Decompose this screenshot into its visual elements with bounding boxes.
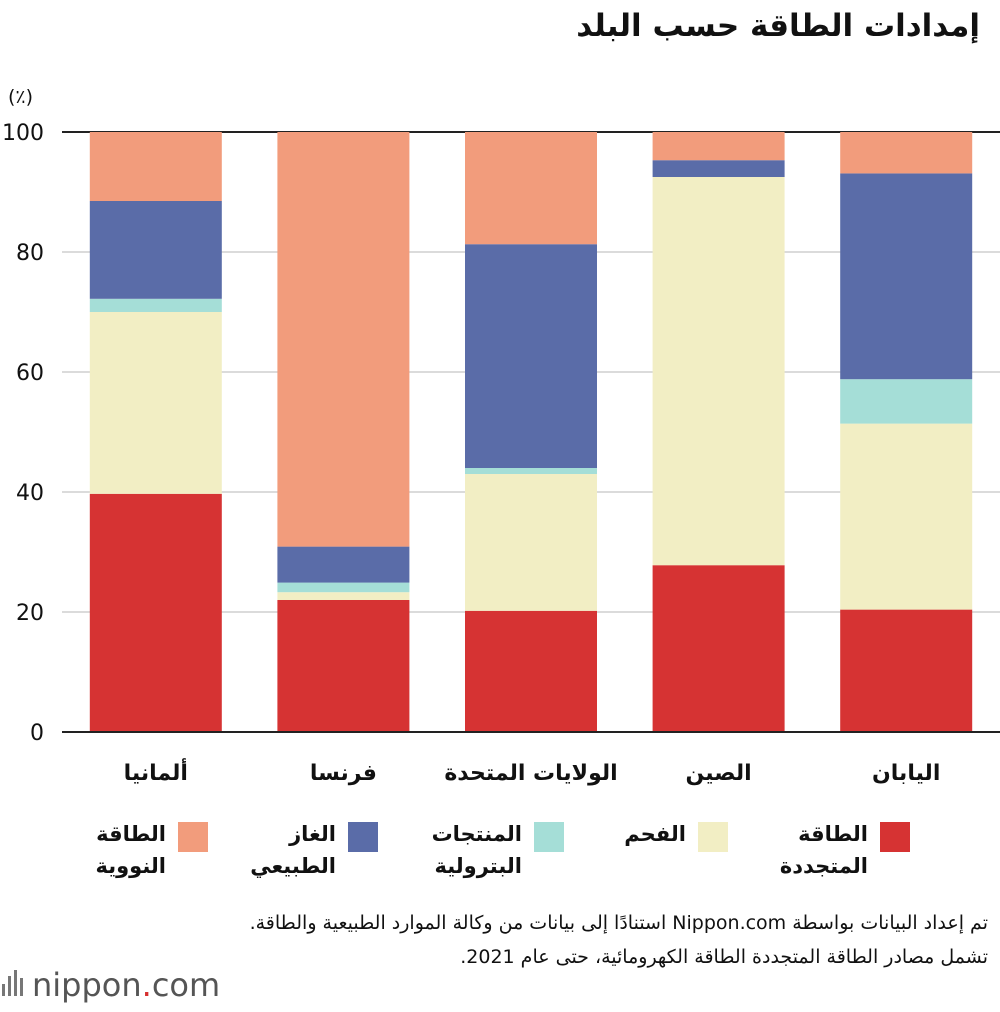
- bar-segment-1-0: [277, 600, 410, 732]
- bar-segment-3-1: [652, 177, 785, 566]
- bar-segment-4-2: [840, 379, 973, 424]
- legend-label-gas: الغاز الطبيعي: [250, 822, 336, 878]
- legend-label-renewable: الطاقة المتجددة: [779, 822, 868, 878]
- legend-swatch-gas: [348, 822, 378, 852]
- y-tick-label-100: 100: [2, 121, 44, 146]
- bar-segment-0-1: [89, 312, 222, 494]
- bar-segment-2-1: [465, 474, 597, 611]
- bar-segment-0-3: [89, 201, 222, 299]
- x-tick-label-0: ألمانيا: [124, 757, 188, 786]
- logo-name: nippon: [32, 966, 142, 1004]
- bar-segment-4-4: [840, 132, 973, 174]
- logo-dot: .: [141, 966, 152, 1004]
- bar-segment-4-3: [840, 173, 973, 380]
- y-tick-label-20: 20: [16, 601, 44, 626]
- y-tick-label-0: 0: [30, 721, 44, 746]
- bar-segment-0-2: [89, 298, 222, 312]
- bar-segment-1-1: [277, 592, 410, 600]
- y-tick-label-40: 40: [16, 481, 44, 506]
- legend-item-renewable: الطاقة المتجددة: [780, 818, 910, 882]
- bar-segment-2-4: [465, 132, 597, 245]
- legend-item-petroleum: المنتجات البترولية: [432, 818, 564, 882]
- bar-segment-1-3: [277, 546, 410, 583]
- y-axis-unit: (٪): [8, 86, 34, 108]
- legend-swatch-petroleum: [534, 822, 564, 852]
- legend-swatch-coal: [698, 822, 728, 852]
- y-tick-label-80: 80: [16, 241, 44, 266]
- logo-tld: com: [151, 966, 221, 1004]
- bar-segment-2-0: [465, 610, 597, 732]
- bar-segment-4-1: [840, 423, 973, 610]
- bar-segment-2-3: [465, 244, 597, 468]
- legend-label-petroleum: المنتجات البترولية: [431, 822, 522, 878]
- logo-bars-icon: [0, 970, 26, 1000]
- legend-item-coal: الفحم: [624, 818, 728, 852]
- nippon-logo: nippon. com: [0, 966, 220, 1004]
- bar-segment-3-3: [652, 160, 785, 177]
- x-tick-label-4: اليابان: [872, 761, 940, 786]
- x-tick-label-2: الولايات المتحدة: [444, 761, 617, 786]
- legend-swatch-nuclear: [178, 822, 208, 852]
- bar-segment-1-2: [277, 582, 410, 593]
- legend: الطاقة المتجددة الفحم المنتجات البترولية…: [0, 818, 1000, 898]
- chart-title: إمدادات الطاقة حسب البلد: [576, 8, 980, 44]
- legend-item-gas: الغاز الطبيعي: [250, 818, 378, 882]
- source-note: تم إعداد البيانات بواسطة Nippon.com استن…: [249, 912, 988, 968]
- bar-segment-0-4: [89, 132, 222, 201]
- x-tick-label-1: فرنسا: [310, 761, 377, 786]
- legend-swatch-renewable: [880, 822, 910, 852]
- bar-segment-3-4: [652, 132, 785, 161]
- bar-segment-1-4: [277, 132, 410, 547]
- legend-item-nuclear: الطاقة النووية: [95, 818, 208, 882]
- bar-segment-4-0: [840, 609, 973, 732]
- legend-label-nuclear: الطاقة النووية: [95, 822, 167, 878]
- x-tick-label-3: الصين: [685, 761, 751, 786]
- legend-label-coal: الفحم: [624, 822, 686, 846]
- bar-segment-0-0: [89, 493, 222, 732]
- stacked-bar-chart: 0 20 40 60 80 100 ألمانيا فرنسا الولايات المتحدة…: [2, 121, 1000, 786]
- bar-segment-3-0: [652, 565, 785, 732]
- y-tick-label-60: 60: [16, 361, 44, 386]
- bar-segment-2-2: [465, 468, 597, 474]
